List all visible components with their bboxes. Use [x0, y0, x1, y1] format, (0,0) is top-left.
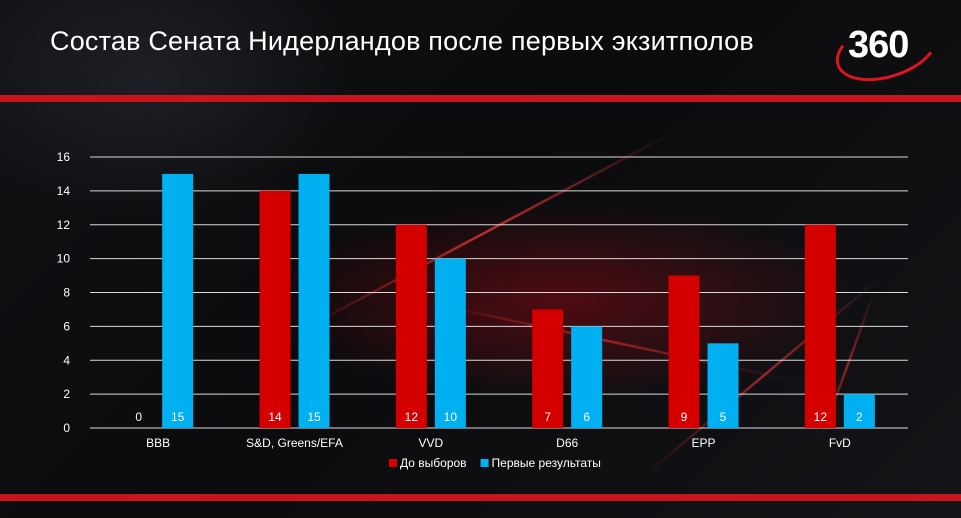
- bar-after: [571, 326, 603, 428]
- bar-value-label: 14: [268, 410, 282, 424]
- bar-value-label: 12: [405, 410, 419, 424]
- chart-bars: 0 15 14 15 12 10 7 6 9 5 12 2: [135, 173, 875, 428]
- bar-before: [804, 224, 836, 428]
- chart-grid: [90, 156, 908, 429]
- top-accent-bar: [0, 95, 961, 102]
- y-tick-label: 0: [63, 421, 70, 435]
- bar-before: [259, 190, 291, 428]
- bar-value-label: 0: [135, 410, 142, 424]
- bar-value-label: 9: [681, 410, 688, 424]
- x-category-label: D66: [556, 436, 578, 450]
- bar-value-label: 5: [720, 410, 727, 424]
- bar-value-label: 6: [583, 410, 590, 424]
- channel-logo: 360: [827, 5, 947, 93]
- bar-after: [298, 173, 330, 428]
- bar-value-label: 10: [444, 410, 458, 424]
- bar-value-label: 15: [307, 410, 321, 424]
- bar-value-label: 7: [544, 410, 551, 424]
- x-axis: BBB S&D, Greens/EFA VVD D66 EPP FvD: [146, 436, 851, 450]
- legend-label: Первые результаты: [492, 456, 601, 470]
- y-tick-label: 12: [57, 218, 71, 232]
- legend-swatch: [389, 459, 397, 467]
- bottom-accent-bar: [0, 494, 961, 501]
- y-tick-label: 2: [63, 387, 70, 401]
- x-category-label: VVD: [418, 436, 443, 450]
- y-tick-label: 4: [63, 353, 70, 367]
- y-tick-label: 16: [57, 150, 71, 164]
- x-category-label: BBB: [146, 436, 170, 450]
- y-tick-label: 14: [57, 184, 71, 198]
- bar-value-label: 2: [856, 410, 863, 424]
- bar-before: [668, 275, 700, 428]
- bar-after: [843, 394, 875, 428]
- page-title: Состав Сената Нидерландов после первых э…: [50, 26, 754, 56]
- bar-value-label: 15: [171, 410, 185, 424]
- x-category-label: EPP: [691, 436, 715, 450]
- logo-text: 360: [848, 24, 909, 66]
- x-category-label: FvD: [829, 436, 851, 450]
- bar-after: [162, 173, 194, 428]
- bar-after: [707, 343, 739, 428]
- x-category-label: S&D, Greens/EFA: [246, 436, 343, 450]
- y-tick-label: 6: [63, 319, 70, 333]
- bar-before: [395, 224, 427, 428]
- bar-value-label: 12: [814, 410, 828, 424]
- legend-swatch: [480, 459, 489, 467]
- bar-after: [434, 258, 466, 428]
- chart-legend: До выборов Первые результаты: [389, 456, 601, 470]
- y-tick-label: 10: [57, 252, 71, 266]
- legend-label: До выборов: [400, 456, 467, 470]
- bar-before: [532, 309, 564, 428]
- y-axis: 0 2 4 6 8 10 12 14 16: [57, 150, 71, 435]
- y-tick-label: 8: [63, 286, 70, 300]
